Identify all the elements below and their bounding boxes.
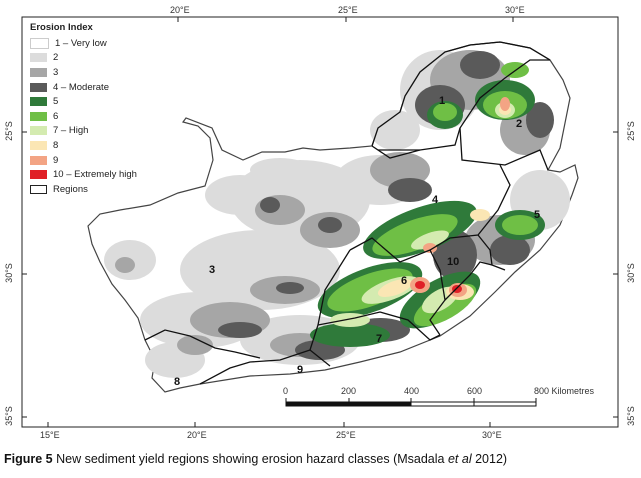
legend-swatch-2	[30, 53, 47, 63]
legend-swatch-7	[30, 126, 47, 136]
caption-prefix: Figure 5	[4, 452, 53, 466]
legend-label-7: 7 – High	[53, 125, 89, 137]
frame-ticks	[22, 17, 618, 427]
legend-label-9: 9	[53, 154, 59, 166]
legend-row-6: 6	[30, 109, 170, 124]
scale-label-600: 600	[467, 386, 483, 396]
legend-swatch-8	[30, 140, 47, 150]
legend-row-5: 5	[30, 94, 170, 109]
caption-italic: et al	[447, 452, 472, 466]
legend-label-4: 4 – Moderate	[53, 81, 109, 93]
legend-row-8: 8	[30, 138, 170, 153]
coord-bottom-15e: 15°E	[40, 430, 60, 440]
coord-bottom-25e: 25°E	[336, 430, 356, 440]
legend-swatch-regions	[30, 184, 47, 194]
legend-label-10: 10 – Extremely high	[53, 169, 137, 181]
coord-left-30s: 30°S	[4, 263, 14, 283]
legend-swatch-6	[30, 111, 47, 121]
legend-rows: 1 – Very low 2 3 4 – Moderate 5 6 7 – High 8 9 10…	[30, 36, 170, 182]
coord-top-25e: 25°E	[338, 5, 358, 15]
region-boundaries	[144, 41, 551, 385]
legend: Erosion Index 1 – Very low 2 3 4 – Moderate…	[30, 22, 170, 197]
legend-swatch-3	[30, 67, 47, 77]
figure-caption: Figure 5 New sediment yield regions show…	[4, 452, 507, 466]
region-label-6: 6	[401, 275, 408, 287]
legend-row-7: 7 – High	[30, 124, 170, 139]
region-label-2: 2	[516, 118, 523, 130]
coord-bottom-20e: 20°E	[187, 430, 207, 440]
legend-label-2: 2	[53, 52, 59, 64]
legend-row-1: 1 – Very low	[30, 36, 170, 51]
region-label-7: 7	[376, 333, 383, 345]
region-label-3: 3	[209, 264, 216, 276]
legend-title: Erosion Index	[30, 22, 93, 33]
caption-text: New sediment yield regions showing erosi…	[52, 452, 448, 466]
region-label-5: 5	[534, 209, 541, 221]
region-label-8: 8	[174, 376, 181, 388]
caption-suffix: 2012)	[471, 452, 508, 466]
legend-row-2: 2	[30, 51, 170, 66]
coord-top-30e: 30°E	[505, 5, 525, 15]
legend-label-8: 8	[53, 139, 59, 151]
coord-right-35s: 35°S	[626, 406, 636, 426]
coord-left-35s: 35°S	[4, 406, 14, 426]
region-label-9: 9	[297, 364, 304, 376]
legend-row-3: 3	[30, 65, 170, 80]
scale-label-200: 200	[341, 386, 357, 396]
legend-label-1: 1 – Very low	[55, 37, 107, 49]
legend-label-3: 3	[53, 66, 59, 78]
legend-swatch-10	[30, 170, 47, 180]
scale-label-400: 400	[404, 386, 420, 396]
legend-label-regions: Regions	[53, 183, 88, 195]
coord-right-30s: 30°S	[626, 263, 636, 283]
coord-bottom-30e: 30°E	[482, 430, 502, 440]
coord-top-20e: 20°E	[170, 5, 190, 15]
scale-bar	[285, 398, 537, 407]
legend-swatch-5	[30, 97, 47, 107]
legend-row-4: 4 – Moderate	[30, 80, 170, 95]
legend-swatch-9	[30, 155, 47, 165]
legend-label-6: 6	[53, 110, 59, 122]
scale-label-800: 800 Kilometres	[534, 386, 595, 396]
legend-swatch-4	[30, 82, 47, 92]
coord-left-25s: 25°S	[4, 121, 14, 141]
legend-row-9: 9	[30, 153, 170, 168]
coord-right-25s: 25°S	[626, 121, 636, 141]
region-label-1: 1	[439, 95, 446, 107]
region-label-10: 10	[447, 256, 460, 268]
region-label-4: 4	[432, 194, 439, 206]
legend-row-regions: Regions	[30, 182, 170, 197]
legend-label-5: 5	[53, 96, 59, 108]
legend-swatch-1	[30, 37, 49, 49]
legend-row-10: 10 – Extremely high	[30, 167, 170, 182]
scale-label-0: 0	[283, 386, 289, 396]
